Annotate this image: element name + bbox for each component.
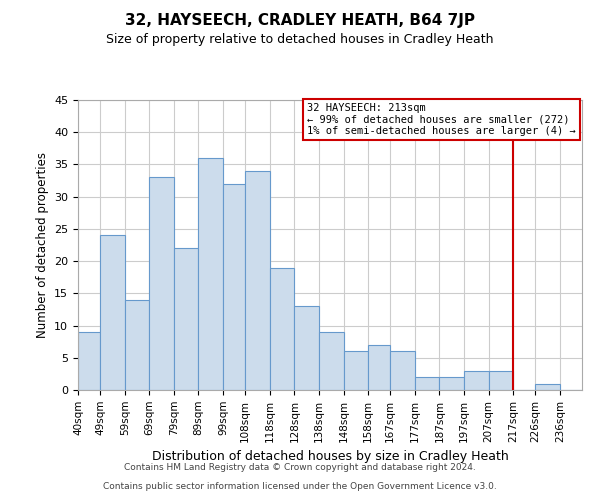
Bar (439, 377, 464, 390)
Bar (223, 184, 245, 390)
Bar (245, 171, 270, 390)
Bar (100, 236, 125, 390)
Text: 32, HAYSEECH, CRADLEY HEATH, B64 7JP: 32, HAYSEECH, CRADLEY HEATH, B64 7JP (125, 12, 475, 28)
Text: Size of property relative to detached houses in Cradley Heath: Size of property relative to detached ho… (106, 32, 494, 46)
Y-axis label: Number of detached properties: Number of detached properties (35, 152, 49, 338)
Bar (125, 300, 149, 390)
Bar (415, 377, 439, 390)
Bar (390, 352, 415, 390)
Text: 32 HAYSEECH: 213sqm
← 99% of detached houses are smaller (272)
1% of semi-detach: 32 HAYSEECH: 213sqm ← 99% of detached ho… (307, 103, 576, 136)
Bar (535, 384, 560, 390)
Bar (270, 268, 295, 390)
Bar (199, 158, 223, 390)
Bar (149, 178, 174, 390)
Bar (488, 370, 513, 390)
Bar (295, 306, 319, 390)
X-axis label: Distribution of detached houses by size in Cradley Heath: Distribution of detached houses by size … (152, 450, 508, 463)
Text: Contains public sector information licensed under the Open Government Licence v3: Contains public sector information licen… (103, 482, 497, 491)
Bar (174, 248, 199, 390)
Bar (344, 352, 368, 390)
Bar (464, 370, 488, 390)
Bar (368, 345, 390, 390)
Bar (319, 332, 344, 390)
Text: Contains HM Land Registry data © Crown copyright and database right 2024.: Contains HM Land Registry data © Crown c… (124, 464, 476, 472)
Bar (78, 332, 100, 390)
